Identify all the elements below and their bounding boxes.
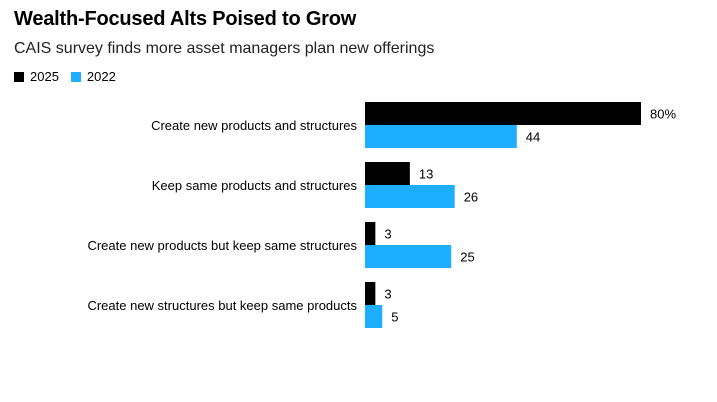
category-label: Create new products but keep same struct…	[87, 238, 357, 253]
legend-item-2025: 2025	[14, 69, 59, 84]
bar-2022-3	[365, 305, 383, 328]
chart-title: Wealth-Focused Alts Poised to Grow	[14, 8, 357, 30]
legend-label-2025: 2025	[30, 69, 59, 84]
legend: 2025 2022	[14, 69, 128, 84]
bar-2025-3	[365, 282, 376, 305]
legend-item-2022: 2022	[70, 69, 116, 84]
data-label-2025-3: 3	[384, 287, 391, 302]
bar-2025-1	[365, 162, 410, 185]
category-label: Keep same products and structures	[152, 178, 358, 193]
data-label-2022-0: 44	[526, 130, 540, 145]
data-label-2022-3: 5	[391, 310, 398, 325]
data-label-2022-2: 25	[460, 250, 474, 265]
bar-2022-0	[365, 125, 517, 148]
bar-2022-2	[365, 245, 452, 268]
data-label-2025-0: 80%	[650, 107, 676, 122]
legend-swatch-2022	[70, 71, 81, 82]
data-label-2025-1: 13	[419, 167, 433, 182]
category-label: Create new structures but keep same prod…	[87, 298, 357, 313]
bar-2025-0	[365, 102, 641, 125]
data-label-2025-2: 3	[384, 227, 391, 242]
chart-subtitle: CAIS survey finds more asset managers pl…	[14, 40, 435, 57]
category-label: Create new products and structures	[151, 118, 357, 133]
bar-2022-1	[365, 185, 455, 208]
legend-label-2022: 2022	[86, 69, 116, 84]
legend-swatch-2025	[14, 71, 24, 82]
data-label-2022-1: 26	[464, 190, 478, 205]
bar-2025-2	[365, 222, 376, 245]
